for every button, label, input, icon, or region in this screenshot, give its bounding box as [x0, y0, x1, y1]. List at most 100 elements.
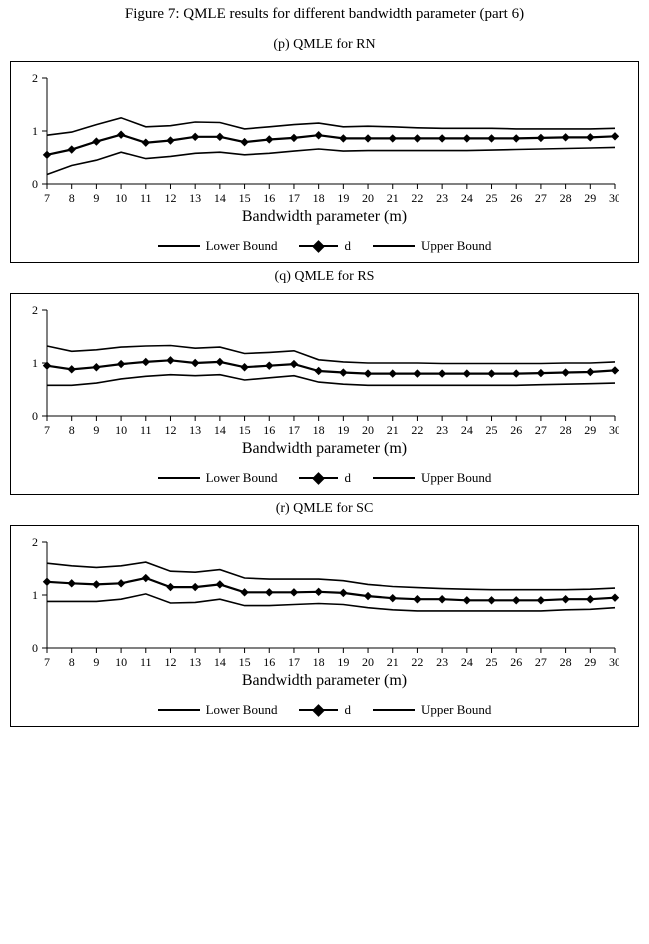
chart-svg-p: 0127891011121314151617181920212223242526…	[19, 72, 619, 202]
svg-text:15: 15	[239, 655, 251, 666]
svg-text:23: 23	[436, 655, 448, 666]
svg-text:9: 9	[93, 191, 99, 202]
svg-text:18: 18	[313, 423, 325, 434]
svg-text:20: 20	[362, 423, 374, 434]
legend-lower: Lower Bound	[158, 470, 278, 486]
svg-text:13: 13	[189, 423, 201, 434]
d-line	[47, 135, 615, 155]
svg-text:28: 28	[560, 191, 572, 202]
chart-svg-r: 0127891011121314151617181920212223242526…	[19, 536, 619, 666]
svg-text:14: 14	[214, 191, 226, 202]
svg-text:27: 27	[535, 423, 547, 434]
svg-text:19: 19	[337, 191, 349, 202]
x-axis-label: Bandwidth parameter (m)	[19, 208, 630, 226]
x-axis-label: Bandwidth parameter (m)	[19, 440, 630, 458]
svg-text:7: 7	[44, 423, 50, 434]
svg-text:20: 20	[362, 655, 374, 666]
svg-text:0: 0	[32, 409, 38, 423]
chart-svg-q: 0127891011121314151617181920212223242526…	[19, 304, 619, 434]
upper-bound-line	[47, 346, 615, 364]
chart-subtitle-r: (r) QMLE for SC	[0, 501, 649, 517]
svg-text:18: 18	[313, 655, 325, 666]
chart-legend: Lower Bound d Upper Bound	[19, 234, 630, 256]
svg-text:8: 8	[69, 423, 75, 434]
svg-text:19: 19	[337, 655, 349, 666]
chart-panel-r: 0127891011121314151617181920212223242526…	[10, 525, 639, 727]
svg-text:21: 21	[387, 423, 399, 434]
chart-subtitle-q: (q) QMLE for RS	[0, 269, 649, 285]
svg-text:21: 21	[387, 655, 399, 666]
svg-text:29: 29	[584, 655, 596, 666]
legend-d: d	[299, 470, 351, 486]
svg-text:1: 1	[32, 356, 38, 370]
figure-title: Figure 7: QMLE results for different ban…	[0, 6, 649, 23]
legend-upper: Upper Bound	[373, 702, 491, 718]
svg-text:2: 2	[32, 304, 38, 317]
svg-text:25: 25	[486, 423, 498, 434]
svg-text:14: 14	[214, 423, 226, 434]
svg-text:8: 8	[69, 191, 75, 202]
svg-text:13: 13	[189, 655, 201, 666]
svg-text:27: 27	[535, 191, 547, 202]
svg-text:19: 19	[337, 423, 349, 434]
svg-text:23: 23	[436, 423, 448, 434]
svg-text:13: 13	[189, 191, 201, 202]
svg-text:24: 24	[461, 423, 473, 434]
svg-text:25: 25	[486, 191, 498, 202]
svg-text:29: 29	[584, 423, 596, 434]
svg-text:10: 10	[115, 655, 127, 666]
legend-upper: Upper Bound	[373, 470, 491, 486]
svg-text:9: 9	[93, 655, 99, 666]
svg-text:24: 24	[461, 655, 473, 666]
svg-text:30: 30	[609, 191, 619, 202]
svg-text:16: 16	[263, 191, 275, 202]
svg-text:30: 30	[609, 423, 619, 434]
svg-text:15: 15	[239, 191, 251, 202]
chart-legend: Lower Bound d Upper Bound	[19, 466, 630, 488]
svg-text:12: 12	[164, 655, 176, 666]
svg-text:30: 30	[609, 655, 619, 666]
svg-text:26: 26	[510, 655, 522, 666]
svg-text:28: 28	[560, 423, 572, 434]
svg-text:17: 17	[288, 191, 300, 202]
svg-text:27: 27	[535, 655, 547, 666]
svg-text:1: 1	[32, 124, 38, 138]
svg-text:7: 7	[44, 191, 50, 202]
svg-text:17: 17	[288, 423, 300, 434]
legend-lower: Lower Bound	[158, 238, 278, 254]
svg-text:22: 22	[411, 423, 423, 434]
upper-bound-line	[47, 562, 615, 590]
legend-d: d	[299, 238, 351, 254]
svg-text:15: 15	[239, 423, 251, 434]
svg-text:17: 17	[288, 655, 300, 666]
svg-text:26: 26	[510, 191, 522, 202]
svg-text:16: 16	[263, 655, 275, 666]
svg-text:14: 14	[214, 655, 226, 666]
svg-text:12: 12	[164, 423, 176, 434]
svg-text:2: 2	[32, 536, 38, 549]
svg-text:21: 21	[387, 191, 399, 202]
lower-bound-line	[47, 594, 615, 611]
svg-text:25: 25	[486, 655, 498, 666]
legend-lower: Lower Bound	[158, 702, 278, 718]
svg-text:26: 26	[510, 423, 522, 434]
svg-text:22: 22	[411, 655, 423, 666]
svg-text:1: 1	[32, 588, 38, 602]
svg-text:22: 22	[411, 191, 423, 202]
svg-text:23: 23	[436, 191, 448, 202]
lower-bound-line	[47, 375, 615, 386]
svg-text:28: 28	[560, 655, 572, 666]
d-line	[47, 360, 615, 373]
svg-text:9: 9	[93, 423, 99, 434]
x-axis-label: Bandwidth parameter (m)	[19, 672, 630, 690]
svg-text:12: 12	[164, 191, 176, 202]
svg-text:29: 29	[584, 191, 596, 202]
svg-text:0: 0	[32, 641, 38, 655]
svg-text:11: 11	[140, 423, 152, 434]
svg-text:7: 7	[44, 655, 50, 666]
svg-text:18: 18	[313, 191, 325, 202]
lower-bound-line	[47, 147, 615, 174]
svg-text:16: 16	[263, 423, 275, 434]
legend-d: d	[299, 702, 351, 718]
svg-text:24: 24	[461, 191, 473, 202]
